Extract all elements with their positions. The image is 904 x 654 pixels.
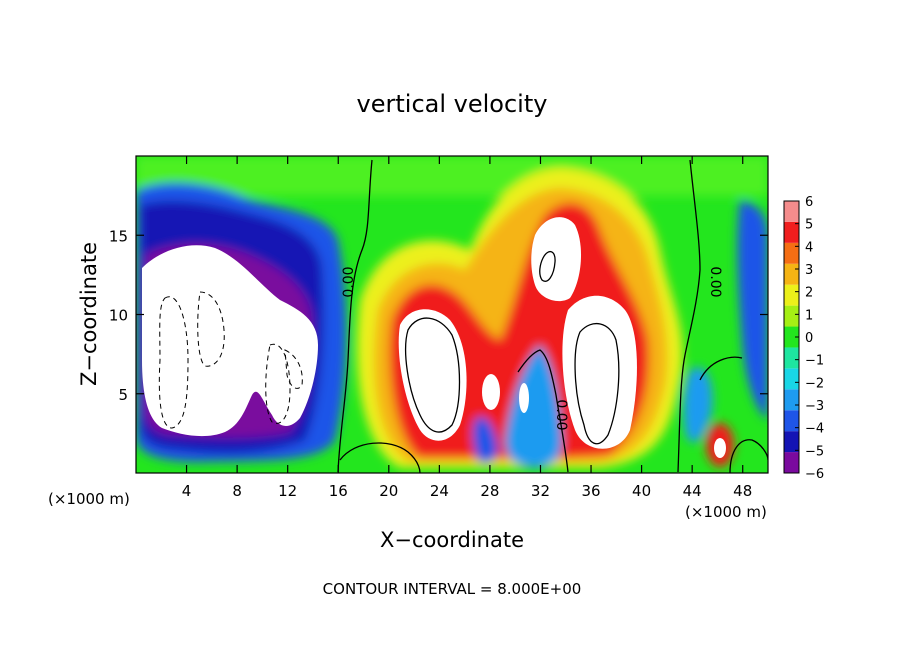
updraft-core-right [562,295,637,449]
contour-low-right [729,439,768,473]
contour-core-top [539,251,556,282]
zero-contour-right [677,159,701,473]
colorbar-tick-label: −1 [805,354,824,369]
x-tick-label: 32 [531,482,550,500]
y-tick-label: 10 [109,307,128,325]
colorbar-swatch [784,284,799,306]
colorbar-tick-label: 6 [805,195,813,210]
updraft-core-small [482,374,500,410]
downdraft-core-left [142,245,318,437]
contour-label: 0.00 [553,399,569,430]
x-tick-label: 28 [480,482,499,500]
cyan-middle [505,345,563,468]
contour-interval-note: CONTOUR INTERVAL = 8.000E+00 [323,580,582,598]
x-tick-label: 44 [683,482,702,500]
dashed-contour-3 [265,343,291,424]
colorbar-swatch [784,221,799,243]
y-tick-label: 15 [109,227,128,245]
colorbar-swatch [784,347,799,369]
colorbar-tick-label: −5 [805,444,824,459]
contour-low-left [339,442,421,473]
colorbar-tick-label: 2 [805,286,813,301]
contour-core-left [405,317,461,433]
dashed-contour-1 [158,296,189,429]
x-tick-label: 12 [278,482,297,500]
x-tick-label: 20 [379,482,398,500]
x-unit-label-left: (×1000 m) [48,490,130,508]
colorbar-tick-label: 3 [805,263,813,278]
x-tick-label: 24 [430,482,449,500]
zero-contour-middle [517,349,569,473]
colorbar-tick-label: 4 [805,240,813,255]
x-axis-label: X−coordinate [380,528,524,552]
x-unit-label-right: (×1000 m) [685,503,767,521]
dashed-contours [158,291,303,429]
dashed-contour-4 [284,349,303,389]
colorbar-swatch [784,452,799,473]
y-axis: 5 10 15 [109,227,768,404]
cyan-right [683,367,713,443]
contour-small-right [699,356,743,381]
warm-core-right [714,438,726,458]
colorbar-swatch [784,389,799,411]
downdraft-low [472,416,498,464]
x-tick-label: 48 [733,482,752,500]
colorbar-tick-label: 0 [805,331,813,346]
y-axis-label: Z−coordinate [77,242,101,386]
colorbar-swatch [784,263,799,285]
contour-label: 0.00 [341,266,357,297]
updraft-core-left [398,309,467,441]
x-tick-label: 40 [632,482,651,500]
updraft-core-top [531,217,582,302]
chart-title: vertical velocity [357,90,548,118]
x-tick-label: 16 [329,482,348,500]
dashed-contour-2 [197,291,225,367]
colorbar-swatch [784,368,799,390]
colorbar-swatch [784,431,799,453]
y-tick-label: 5 [118,386,128,404]
colorbar-swatch [784,326,799,348]
zero-contour-left [337,159,373,473]
colorbar-tick-label: 1 [805,308,813,323]
colorbar-swatch [784,201,799,222]
x-tick-label: 4 [182,482,192,500]
downdraft-right [737,200,768,420]
colorbar-tick-label: −3 [805,399,824,414]
colorbar-tick-label: −2 [805,376,824,391]
contour-label: 0.00 [707,266,723,297]
colorbar-swatch [784,242,799,264]
field-top-band [136,156,768,196]
downdraft-core-middle [519,383,529,413]
x-tick-label: 36 [581,482,600,500]
colorbar: 6 5 4 3 2 1 0 −1 −2 −3 −4 −5 −6 [783,195,824,482]
colorbar-tick-label: −6 [805,467,824,482]
contour-lines [337,159,768,473]
x-axis: 4 8 12 16 20 24 28 32 36 40 44 48 [182,156,752,500]
colorbar-tick-label: −4 [805,422,824,437]
colorbar-tick-label: 5 [805,218,813,233]
velocity-field [136,156,768,473]
colorbar-swatch [784,305,799,327]
contour-core-right [574,322,620,445]
x-tick-label: 8 [232,482,242,500]
colorbar-swatch [784,410,799,432]
